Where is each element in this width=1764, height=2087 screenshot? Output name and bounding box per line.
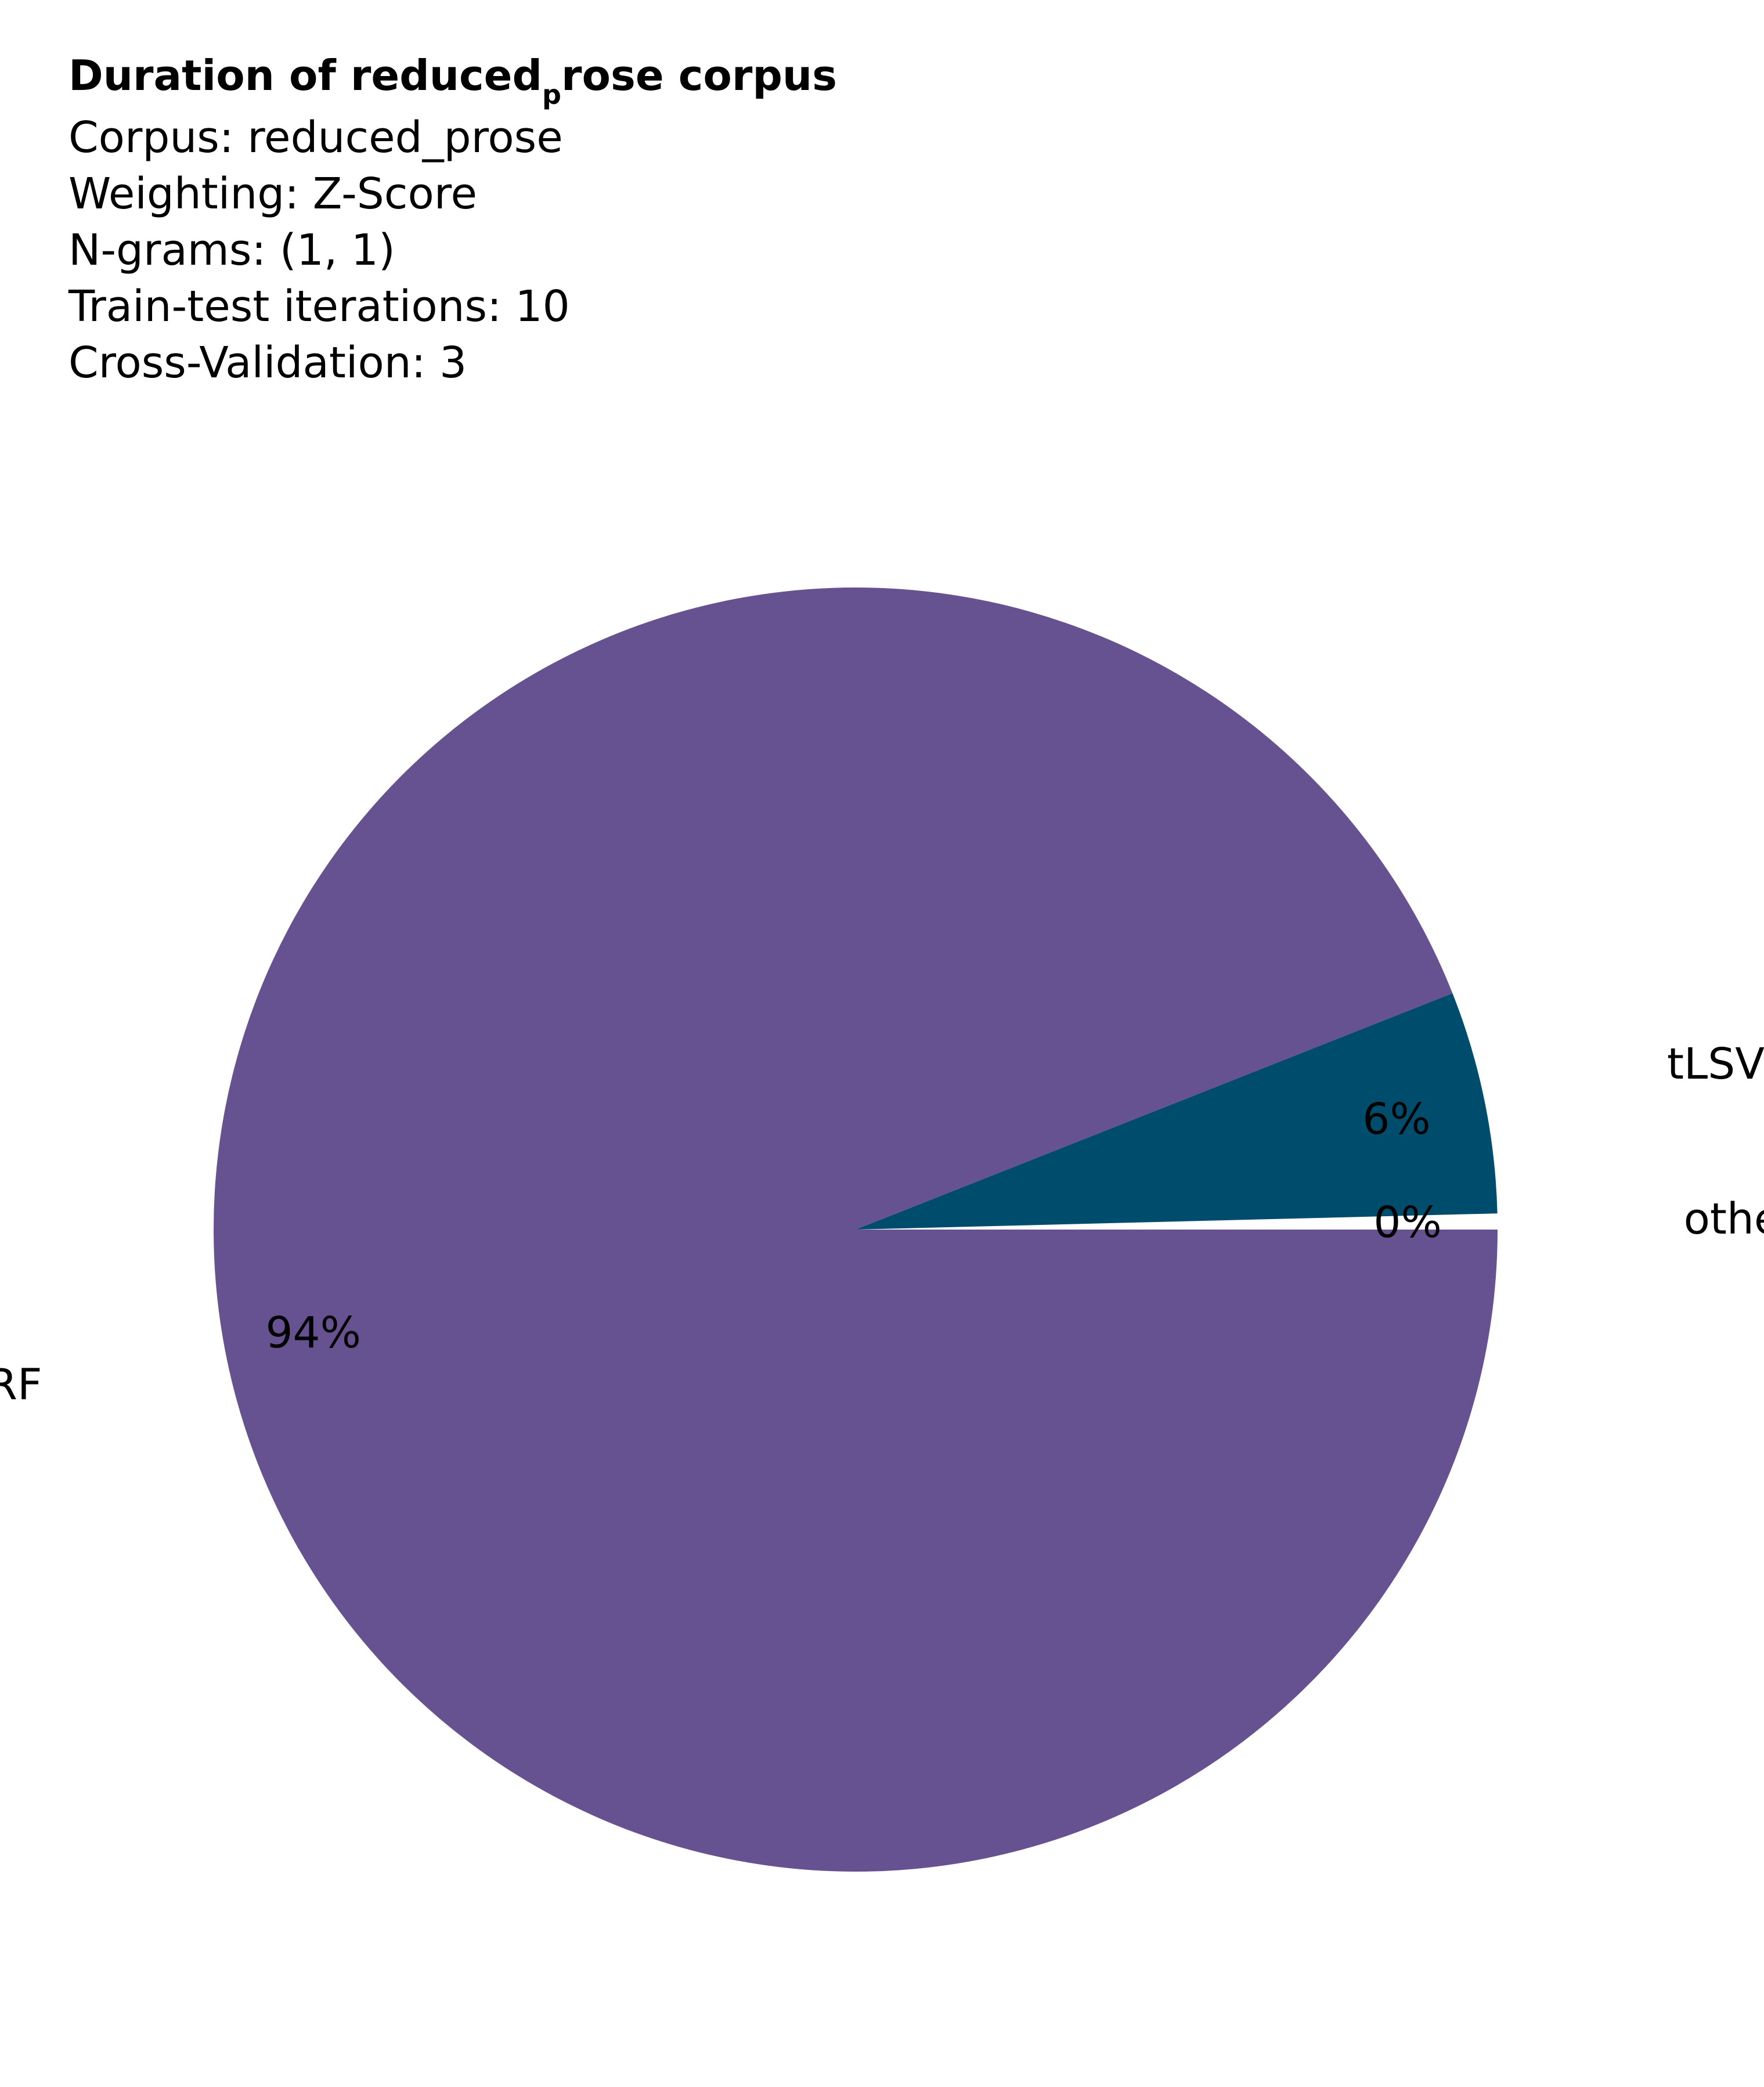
- pie-name-label-tRF: tRF: [0, 1360, 42, 1410]
- pie-name-label-tLSVM: tLSVM: [1667, 1039, 1764, 1089]
- info-ngrams: N-grams: (1, 1): [68, 225, 395, 275]
- chart-title-subscript: p: [542, 79, 561, 110]
- info-cross-validation: Cross-Validation: 3: [68, 338, 467, 388]
- pie-slices: [214, 587, 1498, 1872]
- chart-title-rest: rose corpus: [561, 51, 838, 100]
- info-iterations: Train-test iterations: 10: [68, 282, 570, 331]
- chart-title: Duration of reducedprose corpus: [68, 46, 1636, 110]
- info-weighting: Weighting: Z-Score: [68, 169, 478, 219]
- pie-percent-label-other: 0%: [1373, 1198, 1441, 1248]
- pie-labels: 0% other 6% tLSVM 94% tRF: [0, 1039, 1764, 1410]
- pie-slice-tLSVM: [856, 993, 1498, 1230]
- pie-slice-other: [856, 1213, 1498, 1230]
- pie-percent-label-tLSVM: 6%: [1362, 1094, 1430, 1144]
- pie-slice-tRF: [214, 587, 1498, 1872]
- pie-percent-label-tRF: 94%: [265, 1308, 360, 1358]
- chart-header: Duration of reducedprose corpus Corpus: …: [68, 46, 1636, 391]
- info-corpus: Corpus: reduced_prose: [68, 113, 563, 163]
- pie-name-label-other: other: [1684, 1194, 1764, 1244]
- chart-title-main: Duration of reduced: [68, 51, 543, 100]
